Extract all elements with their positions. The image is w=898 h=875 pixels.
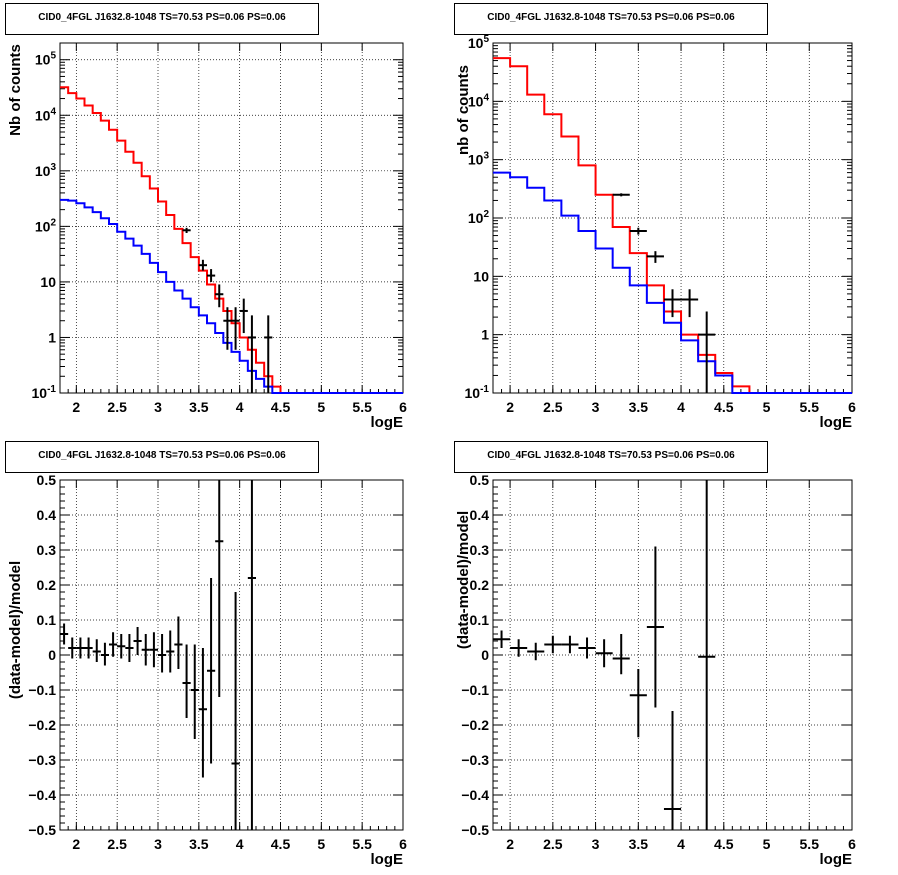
x-tick-label: 2 [506,836,514,852]
y-tick-label: −0.1 [28,682,56,698]
y-tick-label: 0.1 [470,612,490,628]
panel-title-top-right: CID0_4FGL J1632.8-1048 TS=70.53 PS=0.06 … [454,3,768,35]
model-source-histogram [60,198,403,394]
x-tick-label: 3 [592,836,600,852]
x-tick-label: 3 [592,399,600,415]
y-tick-label: 10-1 [32,384,57,401]
x-tick-label: 4.5 [714,836,734,852]
x-tick-label: 5 [763,399,771,415]
x-tick-label: 6 [848,836,856,852]
x-tick-label: 2 [72,836,80,852]
y-tick-label: 104 [35,106,57,123]
x-axis-label: logE [371,851,404,868]
plot-frame-top-right [492,42,853,394]
x-tick-label: 5 [317,399,325,415]
y-axis-label: Nb of counts [7,44,24,136]
y-tick-label: 0.1 [37,612,57,628]
x-tick-label: 2.5 [107,836,127,852]
x-tick-label: 3.5 [189,836,209,852]
x-tick-label: 4.5 [271,836,291,852]
x-tick-label: 6 [399,836,407,852]
y-tick-label: 1 [481,327,489,343]
x-tick-label: 4 [236,399,244,415]
x-tick-label: 4.5 [714,399,734,415]
y-tick-label: 10 [473,268,489,284]
x-tick-label: 5 [317,836,325,852]
y-tick-label: 10 [40,274,56,290]
x-tick-label: 4 [236,836,244,852]
x-tick-label: 5.5 [800,399,820,415]
x-tick-label: 2.5 [543,399,563,415]
y-tick-label: −0.4 [28,787,56,803]
x-tick-label: 3 [154,399,162,415]
y-tick-label: 0 [481,647,489,663]
x-tick-label: 3.5 [629,399,649,415]
y-tick-label: −0.5 [461,822,489,838]
y-tick-label: 0.3 [37,542,57,558]
y-tick-label: −0.4 [461,787,489,803]
y-tick-label: 105 [35,51,57,68]
x-axis-label: logE [820,851,853,868]
panel-title-bottom-left: CID0_4FGL J1632.8-1048 TS=70.53 PS=0.06 … [5,441,319,473]
y-tick-label: 104 [468,92,490,109]
y-tick-label: 0.5 [470,472,490,488]
x-tick-label: 2.5 [543,836,563,852]
x-axis-label: logE [820,414,853,431]
y-tick-label: −0.3 [28,752,56,768]
y-tick-label: 103 [35,162,57,179]
x-tick-label: 4 [677,836,685,852]
x-tick-label: 3.5 [189,399,209,415]
panel-title-top-left: CID0_4FGL J1632.8-1048 TS=70.53 PS=0.06 … [5,3,319,35]
x-tick-label: 6 [848,399,856,415]
y-tick-label: −0.2 [28,717,56,733]
x-tick-label: 4 [677,399,685,415]
y-tick-label: 103 [468,151,490,168]
y-axis-label: nb of counts [455,65,472,155]
x-tick-label: 6 [399,399,407,415]
y-axis-label: (data-model)/model [455,511,472,649]
y-tick-label: −0.2 [461,717,489,733]
plot-frame-top-left [59,42,404,394]
y-tick-label: 0.4 [37,507,57,523]
y-tick-label: −0.3 [461,752,489,768]
x-tick-label: 5.5 [352,399,372,415]
model-total-histogram [493,57,852,394]
y-tick-label: −0.1 [461,682,489,698]
x-tick-label: 5 [763,836,771,852]
x-tick-label: 3 [154,836,162,852]
y-tick-label: 0.5 [37,472,57,488]
x-tick-label: 2.5 [107,399,127,415]
y-tick-label: 1 [48,329,56,345]
x-tick-label: 2 [72,399,80,415]
y-tick-label: 0 [48,647,56,663]
y-tick-label: 10-1 [465,384,490,401]
y-tick-label: 105 [468,34,490,51]
x-tick-label: 3.5 [629,836,649,852]
x-tick-label: 4.5 [271,399,291,415]
y-tick-label: 0.4 [470,507,490,523]
y-axis-label: (data-model)/model [7,561,24,699]
x-tick-label: 5.5 [352,836,372,852]
y-tick-label: 102 [468,209,490,226]
y-tick-label: −0.5 [28,822,56,838]
y-tick-label: 0.2 [470,577,490,593]
y-tick-label: 0.2 [37,577,57,593]
x-axis-label: logE [371,414,404,431]
model-source-histogram [493,171,852,394]
x-tick-label: 2 [506,399,514,415]
y-tick-label: 102 [35,217,57,234]
panel-title-bottom-right: CID0_4FGL J1632.8-1048 TS=70.53 PS=0.06 … [454,441,768,473]
x-tick-label: 5.5 [800,836,820,852]
y-tick-label: 0.3 [470,542,490,558]
